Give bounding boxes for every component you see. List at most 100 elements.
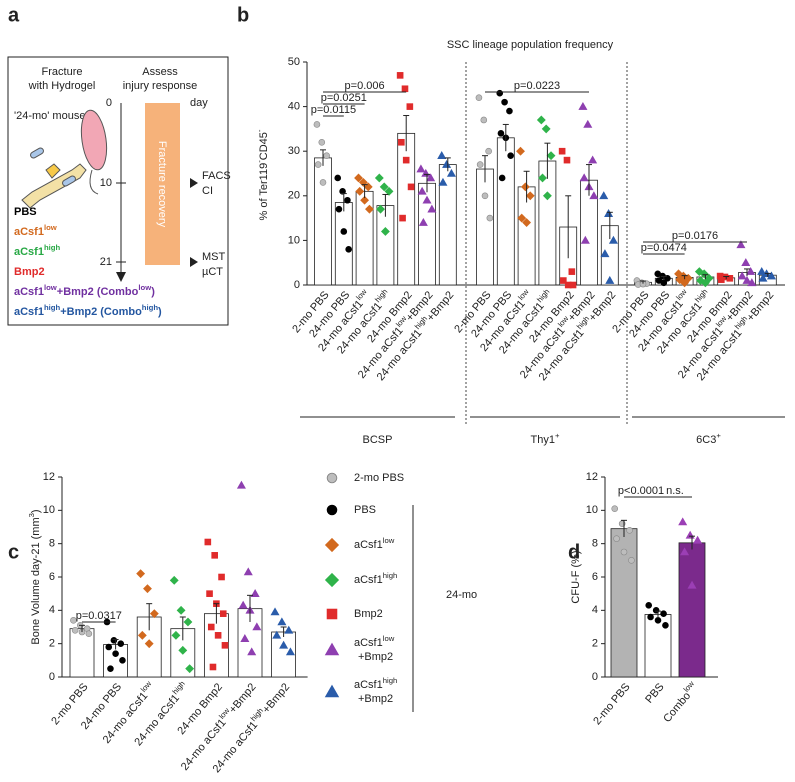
data-point <box>355 186 365 196</box>
assess-arrow <box>190 257 198 267</box>
legend-label: aCsf1high <box>354 571 397 586</box>
significance-label: p=0.0317 <box>76 610 122 622</box>
text-segment: Thy1 <box>531 434 555 446</box>
data-point <box>240 634 250 642</box>
y-tick-label: 20 <box>288 190 300 202</box>
data-point <box>169 575 179 585</box>
mouse-label: '24-mo' mouse <box>14 110 85 122</box>
text-segment: 2-mo PBS <box>591 681 632 727</box>
data-point <box>379 182 389 192</box>
bar <box>397 132 416 286</box>
legend-label: Bmp2 <box>354 608 383 620</box>
text-segment: low <box>44 223 57 232</box>
text-segment: Combo <box>661 690 693 725</box>
data-point <box>660 610 667 617</box>
hydrogel-icon <box>62 175 76 187</box>
data-point <box>112 650 119 657</box>
data-point <box>207 623 215 631</box>
bar <box>476 168 494 286</box>
text-segment: ) <box>151 286 155 298</box>
bar <box>355 190 374 286</box>
bar <box>376 205 395 286</box>
treatment-label: Bmp2 <box>14 266 45 278</box>
data-point <box>737 271 747 280</box>
data-point <box>583 119 593 128</box>
data-point <box>516 146 525 156</box>
data-point <box>243 567 253 576</box>
text-segment: aCsf1 <box>354 574 383 586</box>
text-segment: aCsf1 <box>354 539 383 551</box>
data-point <box>497 130 505 137</box>
significance-label: p=0.0223 <box>514 80 560 92</box>
data-point <box>402 156 410 164</box>
y-tick-label: 6 <box>49 571 55 583</box>
significance-label: p<0.0001 <box>618 485 664 497</box>
significance-label: p=0.0176 <box>672 230 718 242</box>
legend-marker <box>324 537 340 553</box>
data-point <box>746 267 756 275</box>
data-point <box>546 151 556 161</box>
day-tick: 0 <box>106 97 112 109</box>
heading: with Hydrogel <box>28 80 96 92</box>
data-point <box>600 249 610 258</box>
data-point <box>360 195 370 205</box>
x-tick-label: Combolow <box>659 679 701 725</box>
data-point <box>741 258 751 267</box>
text-segment: high <box>142 303 159 312</box>
data-point <box>422 195 432 204</box>
panel-a: a Fracture with Hydrogel Assess injury r… <box>7 4 231 326</box>
text-segment: low <box>44 283 57 292</box>
data-point <box>318 138 326 146</box>
data-point <box>605 275 615 284</box>
group-label: Thy1+ <box>531 431 560 446</box>
text-segment: +Bmp2 <box>260 681 292 716</box>
data-point <box>560 277 567 284</box>
data-point <box>579 173 589 182</box>
treatment-label: aCsf1high+Bmp2 (Combohigh) <box>14 303 162 318</box>
data-point <box>149 609 159 619</box>
data-point <box>417 186 427 195</box>
data-point <box>699 269 709 279</box>
legend-label: aCsf1high <box>354 676 397 691</box>
y-axis-label: CFU-F (%) <box>570 550 582 603</box>
hydrogel-icon <box>30 147 44 159</box>
text-segment: high <box>535 287 551 304</box>
y-tick-label: 0 <box>49 671 55 683</box>
data-point <box>119 657 126 664</box>
data-point <box>272 630 282 639</box>
text-segment: PBS <box>14 206 37 218</box>
data-point <box>334 174 342 182</box>
legend-marker <box>326 504 338 516</box>
text-segment: high <box>693 287 709 304</box>
data-point <box>252 622 262 631</box>
text-segment: Bmp2 <box>14 266 45 278</box>
text-segment: % of Ter119 <box>258 163 270 221</box>
data-point <box>204 538 212 546</box>
data-point <box>645 602 653 609</box>
data-point <box>418 217 428 226</box>
text-segment: ) <box>30 509 42 513</box>
data-point <box>70 617 77 624</box>
data-point <box>374 173 384 183</box>
panel-frame <box>7 56 229 326</box>
text-segment: ) <box>158 306 162 318</box>
data-point <box>599 191 609 200</box>
text-segment: 6C3 <box>696 434 716 446</box>
data-point <box>475 94 483 101</box>
text-segment: aCsf1 <box>354 637 383 649</box>
data-point <box>604 209 614 217</box>
data-point <box>279 640 289 649</box>
data-point <box>247 647 257 656</box>
x-tick-label: 24-mo aCsf1high+Bmp2 <box>372 287 456 383</box>
text-segment: aCsf1 <box>354 679 383 691</box>
data-point <box>520 182 530 192</box>
panel-letter: a <box>8 4 20 26</box>
data-point <box>687 580 697 589</box>
data-point <box>176 605 186 615</box>
data-point <box>219 610 227 617</box>
data-point <box>437 151 447 159</box>
data-point <box>171 630 181 640</box>
text-segment: aCsf1 <box>14 306 44 318</box>
y-tick-label: 6 <box>592 571 598 583</box>
